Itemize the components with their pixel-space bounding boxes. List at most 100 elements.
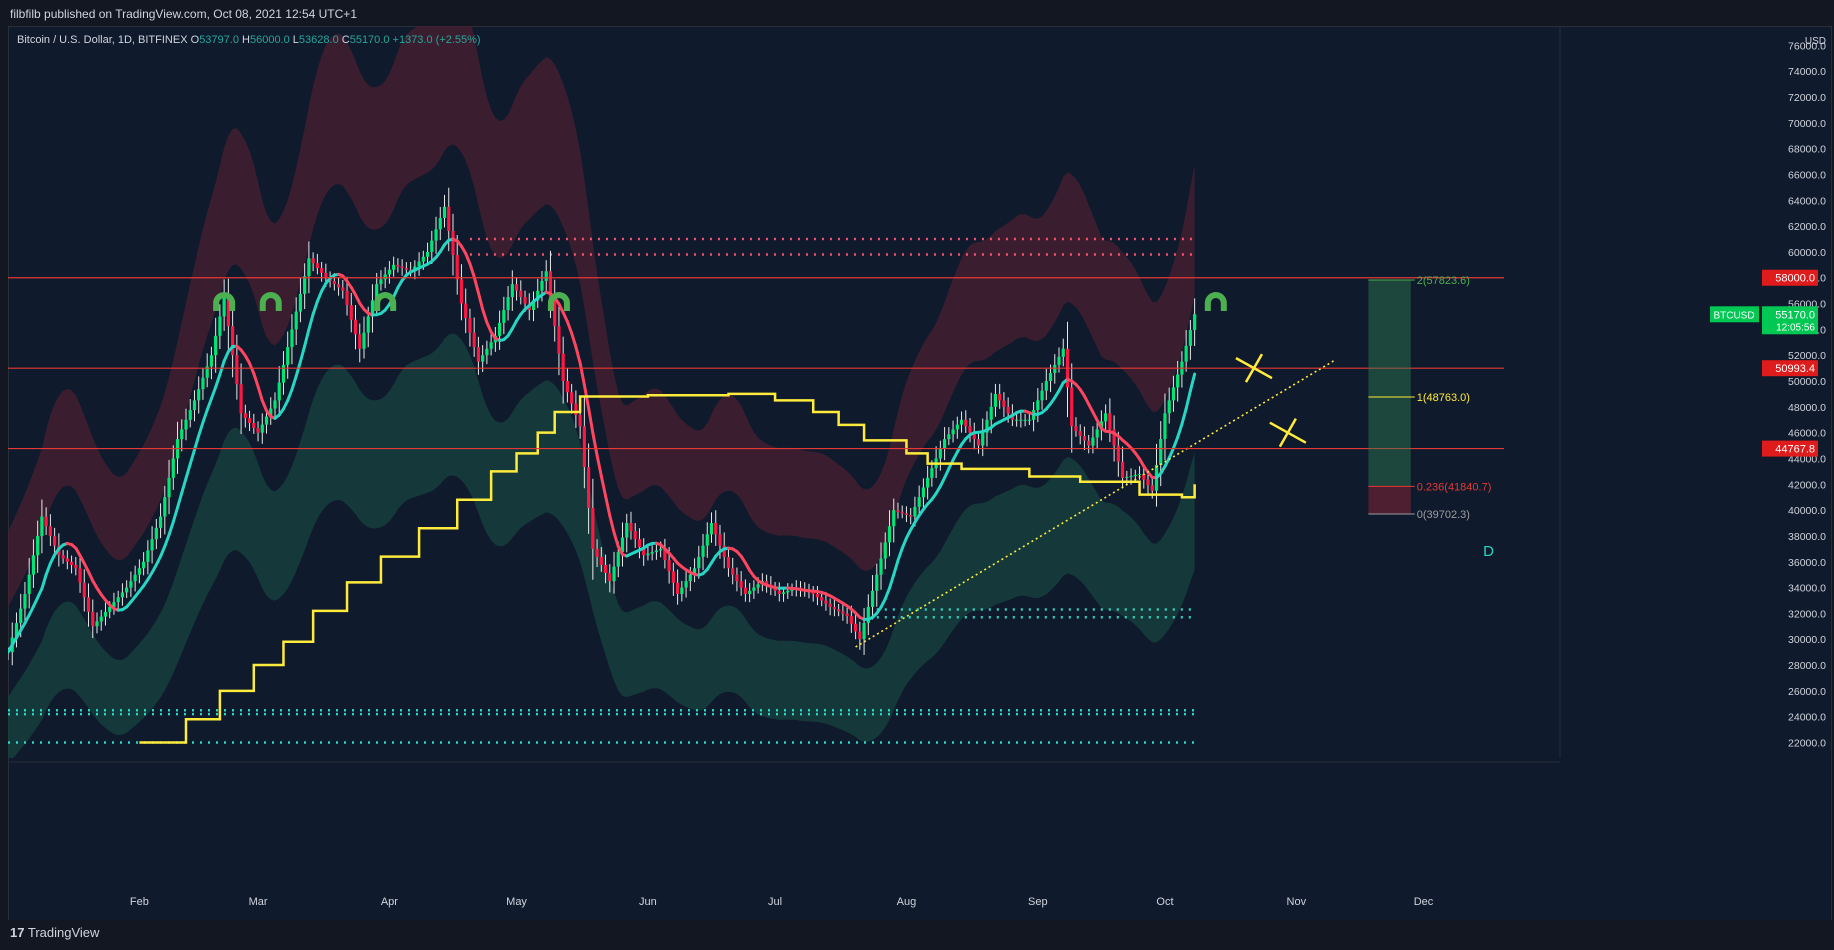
candle-down bbox=[570, 392, 574, 404]
candle-down bbox=[824, 600, 828, 604]
time-tick-label: Feb bbox=[130, 896, 149, 908]
candle-up bbox=[1129, 475, 1133, 477]
arch-marker-icon bbox=[547, 292, 570, 311]
moving-average-segment bbox=[307, 312, 315, 331]
candle-down bbox=[1006, 406, 1010, 414]
candle-down bbox=[53, 535, 57, 546]
price-tick-label: 42000.0 bbox=[1788, 479, 1826, 491]
candle-down bbox=[82, 582, 86, 598]
moving-average-segment bbox=[184, 462, 192, 480]
moving-average-segment bbox=[82, 561, 91, 574]
candle-up bbox=[510, 284, 514, 298]
candle-down bbox=[447, 206, 451, 231]
candle-up bbox=[540, 280, 544, 291]
moving-average-segment bbox=[938, 476, 947, 488]
moving-average-segment bbox=[481, 307, 489, 324]
candle-up bbox=[442, 206, 447, 219]
time-tick-label: May bbox=[506, 896, 527, 908]
candle-up bbox=[1176, 374, 1180, 388]
plot-area: 2(57823.6) 1(48763.0) 0.236(41840.7) 0(3970… bbox=[8, 26, 1504, 758]
candle-up bbox=[697, 556, 701, 569]
candle-up bbox=[1036, 400, 1040, 411]
candle-up bbox=[264, 416, 269, 425]
candle-up bbox=[866, 606, 870, 624]
candle-down bbox=[324, 272, 328, 278]
candle-up bbox=[286, 347, 290, 365]
period-label: D bbox=[1483, 543, 1494, 560]
candle-down bbox=[472, 332, 476, 348]
price-tick-label: 28000.0 bbox=[1788, 660, 1826, 672]
moving-average-segment bbox=[298, 344, 307, 364]
footer-bar bbox=[0, 920, 1834, 950]
candle-down bbox=[455, 255, 459, 280]
symbol-tag bbox=[1710, 306, 1759, 323]
candle-up bbox=[281, 364, 286, 383]
moving-average-segment bbox=[197, 420, 205, 438]
time-tick-label: Dec bbox=[1414, 896, 1434, 908]
high-key: H bbox=[242, 34, 250, 46]
moving-average-segment bbox=[1188, 372, 1197, 393]
candle-down bbox=[404, 268, 408, 270]
candle-up bbox=[1053, 364, 1057, 373]
candle-down bbox=[349, 305, 353, 320]
candle-up bbox=[421, 256, 425, 262]
moving-average-segment bbox=[1176, 422, 1184, 439]
symbol-tag-label: BTCUSD bbox=[1713, 310, 1754, 321]
candle-up bbox=[1040, 390, 1044, 401]
candle-down bbox=[853, 623, 858, 632]
candle-up bbox=[129, 581, 133, 588]
candle-up bbox=[646, 553, 650, 556]
candle-up bbox=[498, 322, 502, 336]
candle-up bbox=[23, 594, 27, 609]
price-tick-label: 60000.0 bbox=[1788, 247, 1826, 259]
candle-up bbox=[277, 382, 281, 401]
candle-up bbox=[688, 574, 692, 582]
last-price-value: 55170.0 bbox=[1775, 309, 1815, 321]
candle-down bbox=[468, 318, 472, 333]
candle-down bbox=[764, 581, 769, 585]
candle-down bbox=[396, 264, 400, 267]
price-tick-label: 70000.0 bbox=[1788, 118, 1826, 130]
candle-down bbox=[633, 531, 637, 540]
candle-down bbox=[591, 507, 595, 549]
bar-countdown: 12:05:56 bbox=[1776, 322, 1815, 333]
price-tick-label: 26000.0 bbox=[1788, 686, 1826, 698]
candle-up bbox=[917, 497, 921, 507]
moving-average-segment bbox=[392, 286, 400, 299]
candle-down bbox=[476, 347, 481, 362]
candle-down bbox=[358, 334, 362, 349]
price-tick-label: 52000.0 bbox=[1788, 350, 1826, 362]
candle-up bbox=[659, 548, 663, 551]
tradingview-icon: 17 bbox=[10, 925, 25, 940]
candle-up bbox=[434, 229, 438, 241]
moving-average-segment bbox=[286, 388, 294, 403]
fib-level-label: 1(48763.0) bbox=[1417, 392, 1470, 404]
time-tick-label: Mar bbox=[249, 896, 268, 908]
moving-average-segment bbox=[201, 408, 209, 424]
candle-up bbox=[197, 389, 201, 401]
moving-average-segment bbox=[879, 597, 887, 609]
candle-up bbox=[786, 590, 790, 593]
candle-down bbox=[663, 548, 667, 561]
currency-label: USD bbox=[1805, 36, 1826, 47]
candle-up bbox=[103, 611, 108, 617]
candle-up bbox=[125, 587, 129, 593]
moving-average-segment bbox=[587, 406, 595, 435]
candle-up bbox=[1044, 381, 1048, 391]
tradingview-logo[interactable]: 17 TradingView bbox=[10, 925, 99, 940]
candle-up bbox=[366, 316, 370, 333]
publisher-bar: filbfilb published on TradingView.com, O… bbox=[0, 0, 1834, 26]
candle-down bbox=[86, 597, 91, 612]
price-tick-label: 68000.0 bbox=[1788, 144, 1826, 156]
candle-down bbox=[48, 526, 52, 536]
price-tick-label: 74000.0 bbox=[1788, 66, 1826, 78]
candle-up bbox=[95, 621, 99, 627]
candle-down bbox=[235, 355, 239, 385]
candle-up bbox=[502, 310, 506, 323]
candle-up bbox=[298, 293, 303, 312]
close-key: C bbox=[341, 34, 350, 46]
candle-up bbox=[752, 587, 756, 591]
level-price-tag bbox=[1762, 440, 1818, 457]
candle-up bbox=[1104, 413, 1108, 422]
